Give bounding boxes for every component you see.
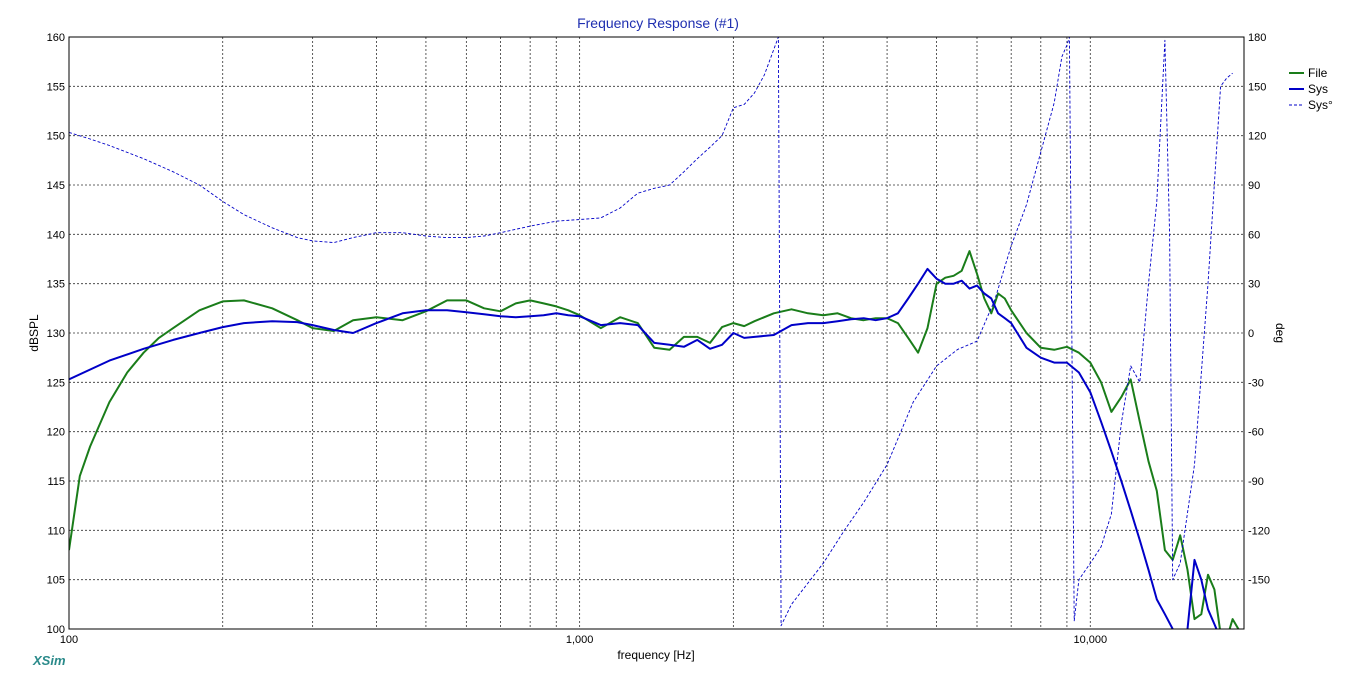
y2-tick-label: -60 <box>1248 427 1264 439</box>
series-line-sys <box>69 267 1218 629</box>
y2-tick-label: 0 <box>1248 328 1254 340</box>
y2-tick-label: 150 <box>1248 81 1266 93</box>
x-tick-label: 10,000 <box>1073 634 1107 646</box>
series-line-sysphase <box>69 37 1233 627</box>
y2-tick-label: 120 <box>1248 131 1266 143</box>
x-tick-label: 100 <box>60 634 78 646</box>
y2-tick-label: 30 <box>1248 279 1260 291</box>
y-tick-label: 160 <box>47 32 65 44</box>
y-tick-label: 115 <box>47 476 65 488</box>
y2-tick-label: -90 <box>1248 476 1264 488</box>
y-tick-label: 145 <box>47 180 65 192</box>
series-lines <box>69 37 1240 629</box>
legend-label: File <box>1308 66 1328 80</box>
y-axis-label: dBSPL <box>27 314 41 352</box>
y-tick-label: 105 <box>47 575 65 587</box>
y2-tick-label: -30 <box>1248 377 1264 389</box>
legend: File Sys Sys° <box>1289 66 1333 112</box>
y2-tick-label: 180 <box>1248 32 1266 44</box>
y-tick-label: 130 <box>47 328 65 340</box>
y-tick-label: 125 <box>47 377 65 389</box>
legend-label: Sys <box>1308 82 1328 96</box>
y2-tick-label: -120 <box>1248 525 1270 537</box>
y-tick-label: 100 <box>47 624 65 636</box>
y-tick-label: 155 <box>47 81 65 93</box>
grid <box>69 36 1244 630</box>
x-axis-label: frequency [Hz] <box>617 648 694 662</box>
y-tick-label: 110 <box>47 525 65 537</box>
xsim-watermark: XSim <box>32 653 66 668</box>
y-tick-label: 150 <box>47 131 65 143</box>
y-tick-label: 135 <box>47 279 65 291</box>
y-tick-label: 140 <box>47 229 65 241</box>
tick-labels: 100 105 110 115 120 125 130 135 140 145 150 155 160 -… <box>47 32 1270 646</box>
y2-tick-label: 90 <box>1248 180 1260 192</box>
legend-label: Sys° <box>1308 98 1333 112</box>
plot-frame <box>68 36 1245 630</box>
y2-tick-label: 60 <box>1248 229 1260 241</box>
y-tick-label: 120 <box>47 427 65 439</box>
y2-axis-label: deg <box>1273 323 1287 343</box>
chart-title: Frequency Response (#1) <box>577 15 739 31</box>
y2-tick-label: -150 <box>1248 575 1270 587</box>
series-line-file <box>69 250 1240 629</box>
x-tick-label: 1,000 <box>566 634 594 646</box>
